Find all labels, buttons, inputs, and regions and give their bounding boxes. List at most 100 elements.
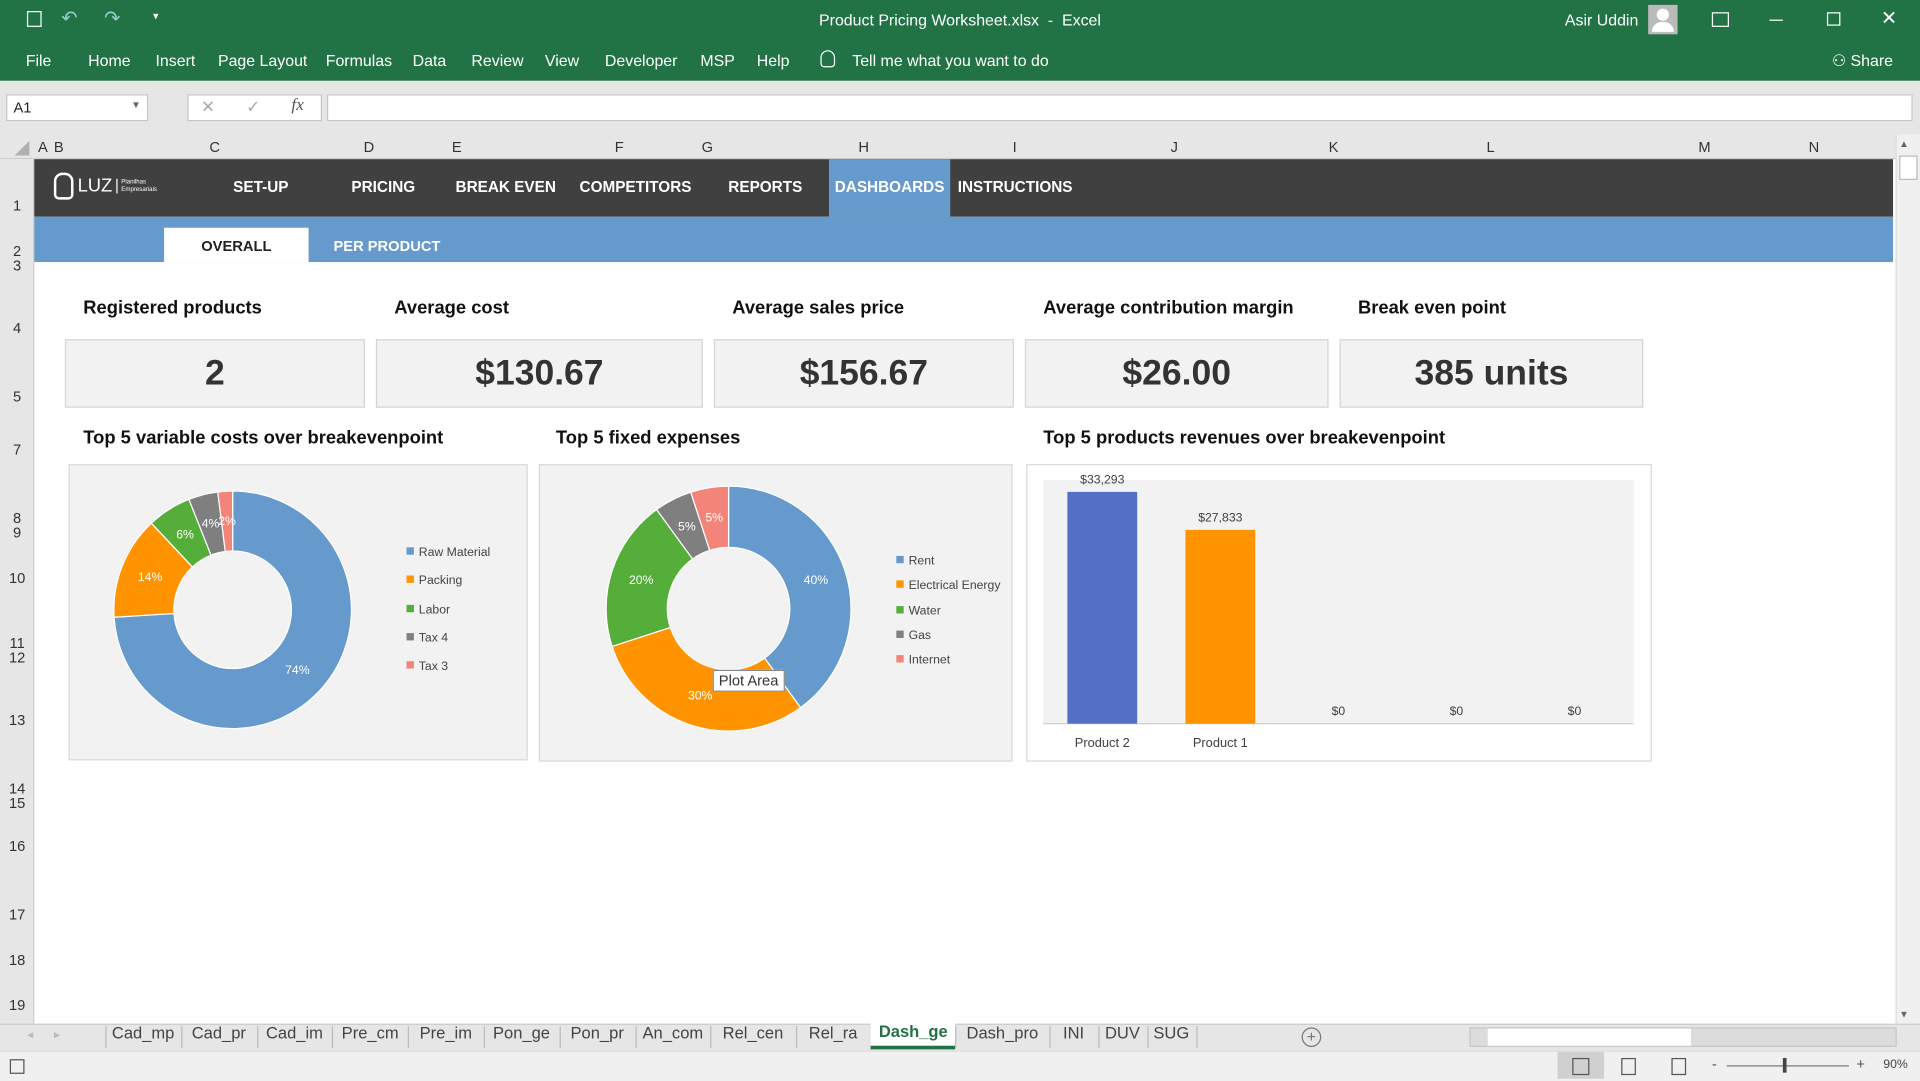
column-header-L[interactable]: L xyxy=(1486,138,1495,156)
column-header-N[interactable]: N xyxy=(1808,138,1820,156)
row-header-4[interactable]: 4 xyxy=(13,319,22,337)
add-sheet-icon[interactable]: + xyxy=(1301,1027,1322,1047)
sheet-tab-an_com[interactable]: An_com xyxy=(642,1023,704,1043)
nav-dashboards[interactable]: DASHBOARDS xyxy=(828,159,951,217)
formula-input[interactable] xyxy=(326,94,1913,122)
row-header-17[interactable]: 17 xyxy=(8,906,26,924)
nav-pricing[interactable]: PRICING xyxy=(351,178,416,196)
bar-product-1[interactable] xyxy=(1185,529,1256,724)
ribbon-tab-home[interactable]: Home xyxy=(88,51,131,70)
redo-icon[interactable]: ↷ xyxy=(104,8,121,30)
donut-slice-tax-3[interactable] xyxy=(217,490,234,553)
legend-item[interactable]: Tax 3 xyxy=(406,660,448,674)
nav-instructions[interactable]: INSTRUCTIONS xyxy=(957,178,1073,196)
legend-item[interactable]: Internet xyxy=(896,654,950,668)
ribbon-tab-insert[interactable]: Insert xyxy=(155,51,196,70)
row-header-14[interactable]: 14 xyxy=(8,780,26,798)
ribbon-tab-page-layout[interactable]: Page Layout xyxy=(217,51,308,70)
enter-icon[interactable]: ✓ xyxy=(246,96,261,117)
row-header-13[interactable]: 13 xyxy=(8,711,26,729)
sheet-next-icon[interactable]: ▸ xyxy=(53,1028,61,1043)
row-header-9[interactable]: 9 xyxy=(13,524,22,542)
avatar[interactable] xyxy=(1648,4,1678,35)
scroll-down-icon[interactable]: ▼ xyxy=(1899,1008,1909,1021)
row-header-16[interactable]: 16 xyxy=(8,837,26,855)
page-break-view-icon[interactable] xyxy=(1671,1057,1687,1076)
zoom-out-button[interactable]: - xyxy=(1711,1055,1717,1073)
ribbon-tab-file[interactable]: File xyxy=(25,51,52,70)
legend-item[interactable]: Rent xyxy=(896,555,934,568)
scroll-up-icon[interactable]: ▲ xyxy=(1899,138,1909,150)
sheet-tab-cad_mp[interactable]: Cad_mp xyxy=(111,1023,175,1043)
ribbon-display-icon[interactable] xyxy=(1711,12,1729,27)
row-header-2[interactable]: 2 xyxy=(13,242,22,260)
sheet-tab-rel_cen[interactable]: Rel_cen xyxy=(722,1023,784,1043)
qat-customize-icon[interactable]: ▾ xyxy=(153,9,159,23)
ribbon-tab-help[interactable]: Help xyxy=(756,51,790,70)
sheet-tab-ini[interactable]: INI xyxy=(1062,1023,1085,1043)
sheet-tab-dash_pro[interactable]: Dash_pro xyxy=(966,1023,1039,1043)
sheet-prev-icon[interactable]: ◂ xyxy=(26,1028,34,1043)
share-button[interactable]: ⚇ Share xyxy=(1831,51,1894,70)
row-header-18[interactable]: 18 xyxy=(8,951,26,969)
sheet-tab-pon_pr[interactable]: Pon_pr xyxy=(570,1023,624,1043)
column-header-G[interactable]: G xyxy=(701,138,714,156)
vertical-scrollbar[interactable] xyxy=(1895,134,1920,1024)
bar-product-2[interactable] xyxy=(1067,491,1138,724)
legend-item[interactable]: Water xyxy=(896,604,941,618)
donut-slice-raw-material[interactable] xyxy=(113,490,352,730)
legend-item[interactable]: Raw Material xyxy=(406,546,490,560)
legend-item[interactable]: Tax 4 xyxy=(406,632,448,645)
column-header-E[interactable]: E xyxy=(451,138,462,156)
ribbon-tab-developer[interactable]: Developer xyxy=(604,51,678,70)
plot-area[interactable] xyxy=(1043,480,1634,724)
sheet-tab-pon_ge[interactable]: Pon_ge xyxy=(493,1023,551,1043)
donut-slice-electrical-energy[interactable] xyxy=(611,626,802,732)
column-header-A[interactable]: A xyxy=(37,138,48,156)
zoom-slider-thumb[interactable] xyxy=(1782,1057,1787,1073)
column-header-J[interactable]: J xyxy=(1170,138,1178,156)
subtab-per-product[interactable]: PER PRODUCT xyxy=(333,237,441,255)
zoom-slider[interactable] xyxy=(1726,1057,1849,1073)
ribbon-tab-msp[interactable]: MSP xyxy=(700,51,735,70)
nav-competitors[interactable]: COMPETITORS xyxy=(579,178,692,196)
donut-slice-water[interactable] xyxy=(605,508,694,648)
h-scroll-thumb[interactable] xyxy=(1487,1028,1692,1046)
row-header-5[interactable]: 5 xyxy=(13,388,22,406)
sheet-tab-cad_pr[interactable]: Cad_pr xyxy=(191,1023,246,1043)
legend-item[interactable]: Packing xyxy=(406,575,462,588)
scroll-thumb[interactable] xyxy=(1899,155,1918,181)
donut-slice-internet[interactable] xyxy=(689,485,730,552)
function-icon[interactable]: fx xyxy=(291,96,304,116)
row-header-12[interactable]: 12 xyxy=(8,648,26,667)
sheet-tab-dash_ge[interactable]: Dash_ge xyxy=(870,1022,956,1050)
ribbon-tab-formulas[interactable]: Formulas xyxy=(325,51,393,70)
row-header-8[interactable]: 8 xyxy=(13,509,22,527)
legend-item[interactable]: Gas xyxy=(896,629,931,643)
row-header-15[interactable]: 15 xyxy=(8,794,26,812)
column-header-I[interactable]: I xyxy=(1012,138,1017,156)
sheet-tab-rel_ra[interactable]: Rel_ra xyxy=(808,1023,858,1043)
legend-item[interactable]: Labor xyxy=(406,603,450,617)
row-header-11[interactable]: 11 xyxy=(9,634,25,652)
undo-icon[interactable]: ↶ xyxy=(61,8,78,30)
column-header-H[interactable]: H xyxy=(858,138,869,156)
row-header-1[interactable]: 1 xyxy=(13,197,22,215)
nav-break-even[interactable]: BREAK EVEN xyxy=(455,178,556,196)
sheet-tab-pre_im[interactable]: Pre_im xyxy=(419,1023,473,1043)
normal-view-icon[interactable] xyxy=(1557,1051,1605,1079)
macro-record-icon[interactable] xyxy=(9,1059,25,1074)
ribbon-tab-data[interactable]: Data xyxy=(412,51,447,70)
donut-slice-rent[interactable] xyxy=(727,485,852,709)
row-header-3[interactable]: 3 xyxy=(13,257,22,275)
tell-me-search[interactable]: Tell me what you want to do xyxy=(852,51,1049,70)
row-header-7[interactable]: 7 xyxy=(13,440,22,458)
cancel-icon[interactable]: ✕ xyxy=(200,96,216,117)
sheet-tab-pre_cm[interactable]: Pre_cm xyxy=(341,1023,399,1043)
close-icon[interactable]: ✕ xyxy=(1880,8,1898,30)
zoom-in-button[interactable]: + xyxy=(1856,1055,1865,1073)
sheet-tab-cad_im[interactable]: Cad_im xyxy=(265,1023,323,1043)
ribbon-tab-view[interactable]: View xyxy=(544,51,580,70)
sheet-tab-sug[interactable]: SUG xyxy=(1153,1023,1190,1043)
column-header-K[interactable]: K xyxy=(1328,138,1339,156)
